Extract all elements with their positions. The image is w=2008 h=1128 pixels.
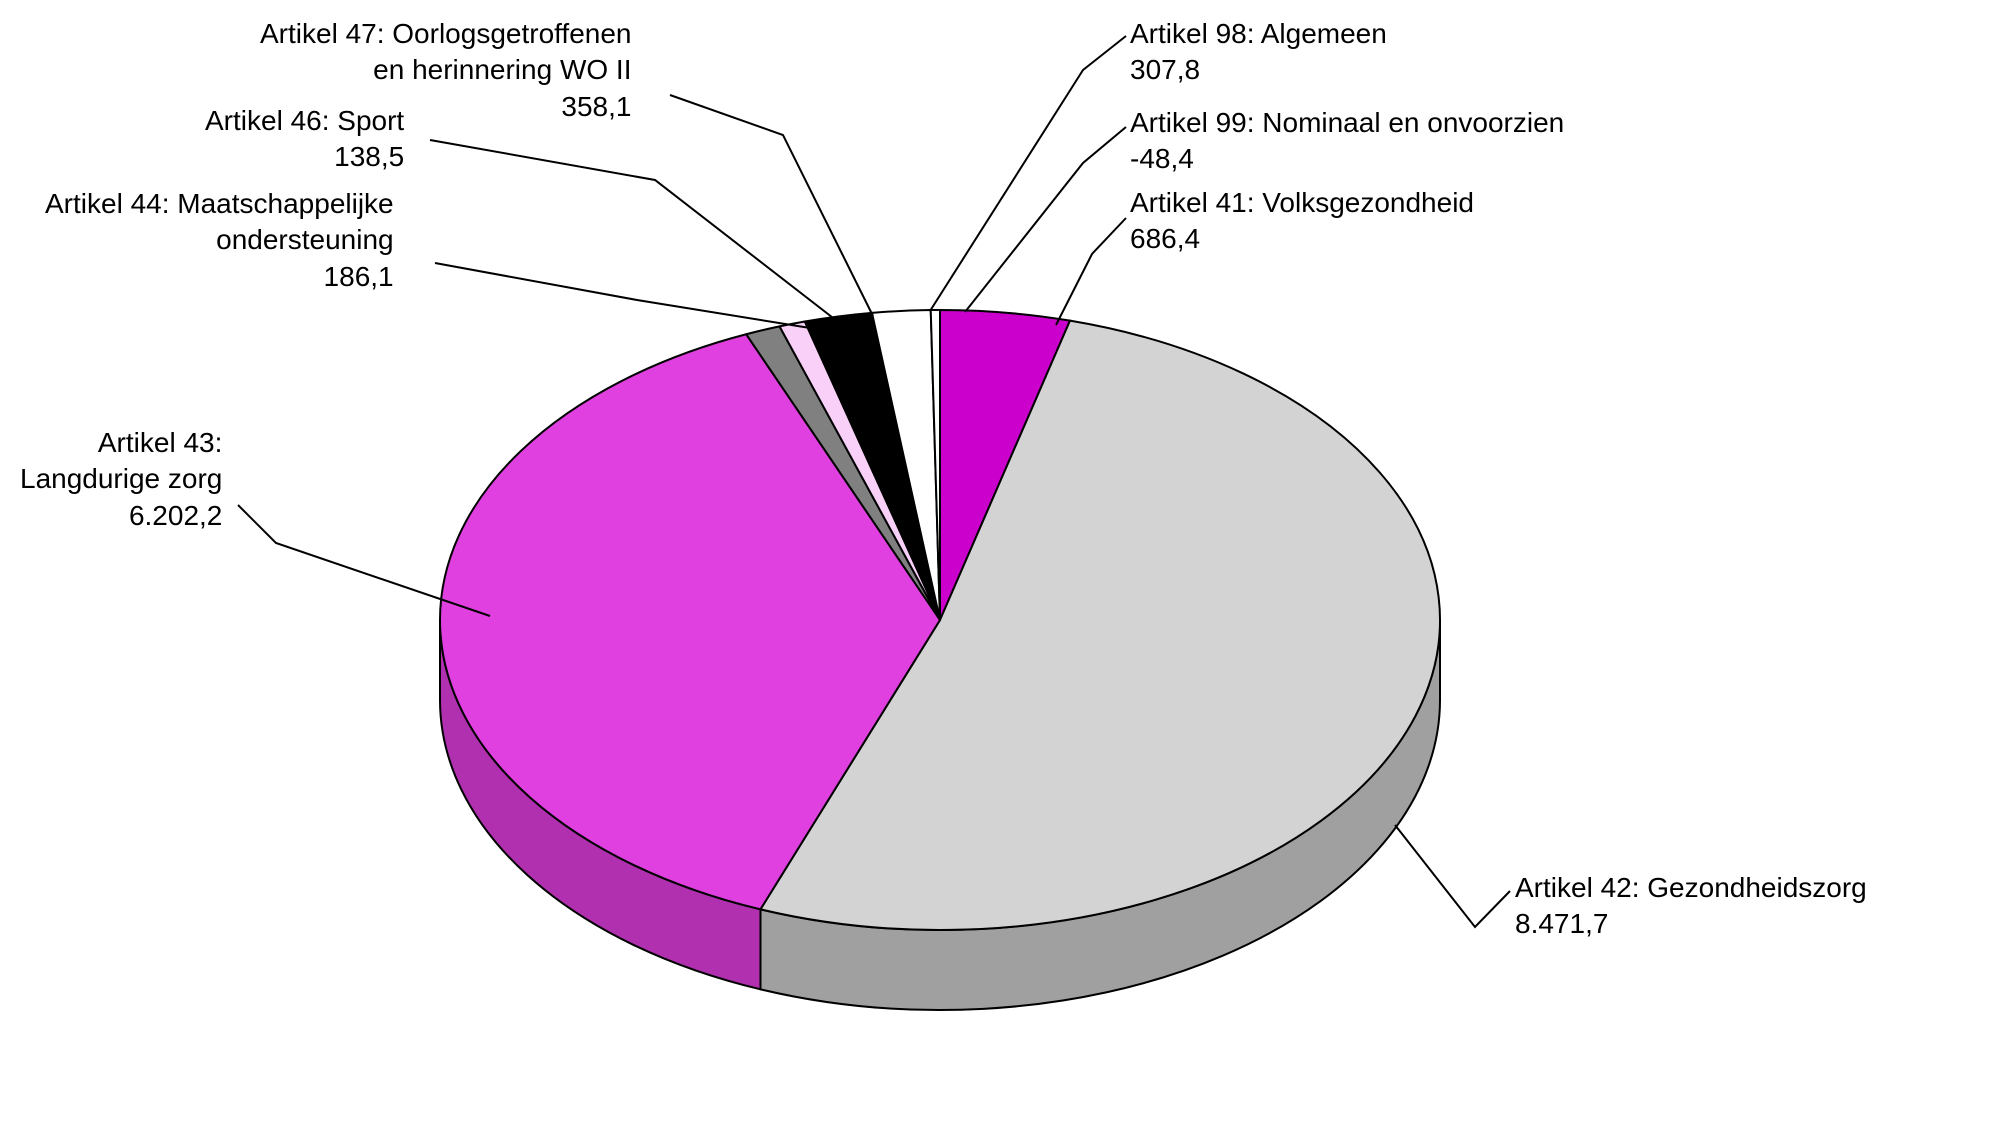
- pie-label-line: ondersteuning: [45, 222, 394, 258]
- pie-label-line: Artikel 98: Algemeen: [1130, 16, 1387, 52]
- pie-label-line: Artikel 99: Nominaal en onvoorzien: [1130, 105, 1564, 141]
- leader-line: [435, 263, 810, 328]
- pie-label-line: Langdurige zorg: [20, 461, 222, 497]
- pie-label-line: Artikel 41: Volksgezondheid: [1130, 185, 1474, 221]
- leader-line: [1056, 218, 1126, 325]
- pie-label-line: 8.471,7: [1515, 906, 1867, 942]
- leader-line: [430, 140, 837, 321]
- pie-label-line: 358,1: [260, 89, 631, 125]
- pie-label-line: Artikel 43:: [20, 425, 222, 461]
- pie-label-line: Artikel 47: Oorlogsgetroffenen: [260, 16, 631, 52]
- pie-label: Artikel 98: Algemeen307,8: [1130, 16, 1387, 89]
- pie-label-line: en herinnering WO II: [260, 52, 631, 88]
- leader-line: [1395, 825, 1510, 927]
- pie-label: Artikel 43:Langdurige zorg6.202,2: [20, 425, 222, 534]
- pie-label: Artikel 42: Gezondheidszorg8.471,7: [1515, 870, 1867, 943]
- pie-label-line: 138,5: [205, 139, 404, 175]
- pie-label: Artikel 41: Volksgezondheid686,4: [1130, 185, 1474, 258]
- pie-label-line: 686,4: [1130, 221, 1474, 257]
- pie-chart: Artikel 41: Volksgezondheid686,4Artikel …: [0, 0, 2008, 1123]
- pie-label-line: Artikel 42: Gezondheidszorg: [1515, 870, 1867, 906]
- pie-label-line: -48,4: [1130, 141, 1564, 177]
- pie-label-line: 307,8: [1130, 52, 1387, 88]
- pie-label-line: 6.202,2: [20, 498, 222, 534]
- pie-label-line: 186,1: [45, 259, 394, 295]
- pie-label-line: Artikel 44: Maatschappelijke: [45, 186, 394, 222]
- pie-label: Artikel 47: Oorlogsgetroffenenen herinne…: [260, 16, 631, 125]
- pie-label: Artikel 44: Maatschappelijkeondersteunin…: [45, 186, 394, 295]
- leader-line: [930, 36, 1126, 311]
- leader-line: [670, 95, 873, 316]
- pie-label: Artikel 99: Nominaal en onvoorzien-48,4: [1130, 105, 1564, 178]
